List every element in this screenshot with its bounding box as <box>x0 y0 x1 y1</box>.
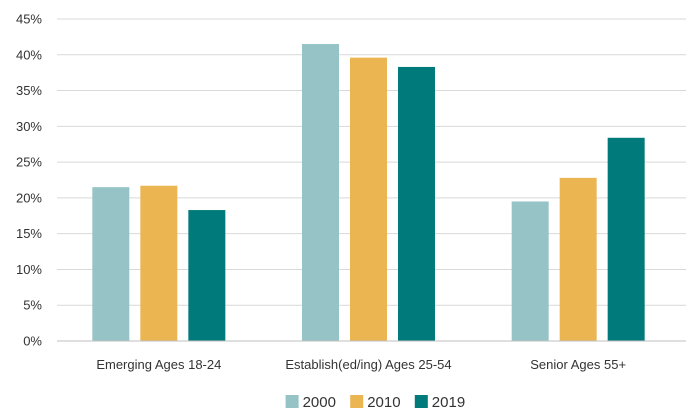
bar-2000-3 <box>511 201 549 341</box>
y-tick-label: 20% <box>16 190 42 205</box>
bar-2010-1 <box>140 185 178 341</box>
bar-2019-2 <box>398 66 435 341</box>
legend-label: 2000 <box>303 394 336 411</box>
y-tick-label: 10% <box>16 262 42 277</box>
y-tick-label: 0% <box>23 334 42 349</box>
bar-2010-2 <box>350 57 387 341</box>
y-tick-label: 30% <box>16 119 42 134</box>
legend: 2000 2010 2019 <box>285 394 465 411</box>
legend-swatch-2000 <box>285 395 299 408</box>
x-axis-category-labels: Emerging Ages 18-24 Establish(ed/ing) Age… <box>96 357 626 372</box>
y-tick-label: 40% <box>16 47 42 62</box>
y-tick-label: 15% <box>16 226 42 241</box>
x-category-label: Senior Ages 55+ <box>530 357 626 372</box>
legend-label: 2010 <box>367 394 400 411</box>
bar-2019-3 <box>607 137 645 341</box>
bar-2019-1 <box>188 210 226 341</box>
bar-2010-3 <box>559 177 597 341</box>
legend-label: 2019 <box>432 394 465 411</box>
legend-swatch-2010 <box>350 395 364 408</box>
bar-2000-2 <box>302 44 339 342</box>
bar-2000-1 <box>92 187 130 341</box>
legend-swatch-2019 <box>414 395 428 408</box>
y-tick-label: 5% <box>23 298 42 313</box>
y-tick-label: 35% <box>16 83 42 98</box>
bars <box>92 44 645 342</box>
x-category-label: Establish(ed/ing) Ages 25-54 <box>285 357 451 372</box>
y-tick-label: 25% <box>16 155 42 170</box>
y-axis-tick-labels: 0% 5% 10% 15% 20% 25% 30% 35% 40% 45% <box>16 12 42 349</box>
x-category-label: Emerging Ages 18-24 <box>96 357 221 372</box>
y-tick-label: 45% <box>16 12 42 27</box>
